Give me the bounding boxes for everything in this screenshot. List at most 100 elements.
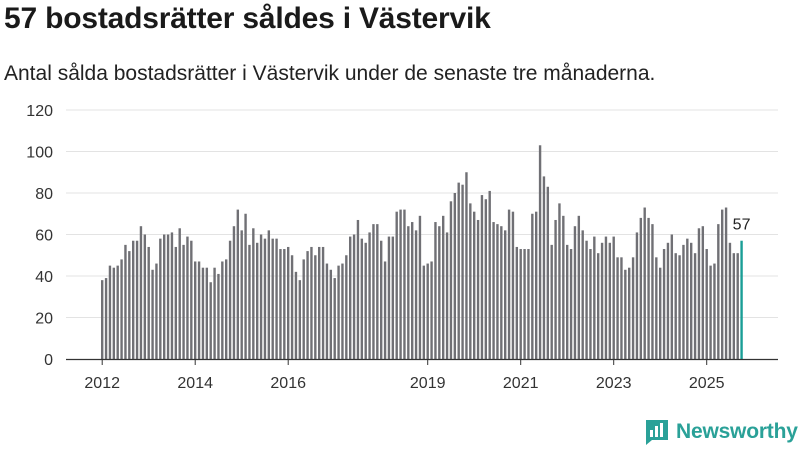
- bar: [535, 211, 538, 359]
- bar: [519, 249, 522, 359]
- x-tick-label: 2019: [410, 375, 446, 392]
- bar: [391, 236, 395, 359]
- bar: [492, 222, 495, 359]
- y-tick-label: 20: [35, 311, 53, 328]
- bar: [128, 251, 131, 359]
- bar: [279, 249, 282, 359]
- bar: [298, 280, 302, 359]
- bar: [670, 234, 674, 359]
- bar: [612, 236, 615, 359]
- bar: [449, 201, 453, 359]
- bar: [306, 251, 309, 359]
- bar: [620, 257, 623, 359]
- bar: [294, 271, 298, 359]
- bar: [318, 246, 321, 359]
- bar: [546, 186, 550, 359]
- bar: [178, 228, 181, 359]
- y-axis-ticks: 0 20 40 60 80 100 120: [26, 103, 53, 369]
- bar: [321, 246, 325, 359]
- bar: [387, 236, 391, 359]
- bar: [488, 190, 491, 359]
- x-tick-label: 2021: [503, 375, 539, 392]
- bar: [659, 267, 662, 359]
- x-tick-label: 2014: [177, 375, 213, 392]
- bar: [341, 263, 344, 359]
- bar-highlight: [740, 240, 743, 359]
- bar: [430, 261, 433, 359]
- bar: [693, 253, 697, 359]
- bar: [717, 224, 720, 359]
- bar: [651, 224, 654, 359]
- bar: [333, 278, 336, 359]
- bar: [643, 207, 646, 359]
- bar: [132, 240, 135, 359]
- bar: [209, 282, 212, 359]
- bar: [573, 226, 577, 359]
- bar: [585, 240, 588, 359]
- brand-logo: Newsworthy: [644, 418, 798, 446]
- bar: [736, 253, 739, 359]
- bar: [608, 242, 612, 359]
- bar: [352, 234, 356, 359]
- bar: [414, 230, 418, 359]
- bar: [329, 269, 333, 359]
- x-tick-label: 2025: [689, 375, 725, 392]
- bar: [217, 273, 220, 359]
- bar: [259, 234, 263, 359]
- bar: [682, 244, 685, 359]
- bar: [624, 269, 627, 359]
- bar: [155, 263, 158, 359]
- bar: [469, 203, 472, 359]
- y-tick-label: 0: [44, 352, 53, 369]
- bar: [197, 261, 201, 359]
- bar: [368, 232, 371, 359]
- bar: [221, 261, 224, 359]
- bar: [271, 238, 274, 359]
- bar: [593, 236, 596, 359]
- bar: [376, 224, 379, 359]
- bar: [647, 217, 650, 359]
- bar: [302, 259, 305, 359]
- bar: [523, 249, 526, 359]
- bar: [337, 265, 340, 359]
- y-tick-label: 40: [35, 269, 53, 286]
- bar: [159, 238, 162, 359]
- bar: [143, 234, 147, 359]
- bar: [635, 232, 639, 359]
- bar: [496, 224, 499, 359]
- bar: [364, 242, 367, 359]
- bar: [228, 240, 232, 359]
- y-tick-label: 60: [35, 228, 53, 245]
- x-axis-ticks: 2012 2014 2016 2019 2021 2023 2025: [84, 359, 725, 392]
- bar: [201, 267, 205, 359]
- bar: [484, 199, 488, 359]
- bar: [678, 255, 681, 359]
- bar: [422, 265, 426, 359]
- bar: [403, 209, 406, 359]
- bar: [631, 257, 635, 359]
- y-tick-label: 80: [35, 186, 53, 203]
- bar: [674, 253, 677, 359]
- bar: [356, 219, 360, 359]
- bar: [538, 145, 542, 359]
- bar: [604, 236, 608, 359]
- bar: [310, 246, 313, 359]
- bar: [724, 207, 728, 359]
- bar: [426, 263, 429, 359]
- bar: [616, 257, 619, 359]
- bar: [662, 249, 666, 359]
- bar: [639, 217, 643, 359]
- bar: [186, 236, 189, 359]
- bar: [457, 182, 460, 359]
- bar: [411, 222, 414, 359]
- bar: [504, 230, 507, 359]
- bar: [120, 259, 123, 359]
- bar: [395, 211, 398, 359]
- bar: [407, 226, 410, 359]
- bar: [349, 236, 352, 359]
- bar: [666, 242, 670, 359]
- bar: [190, 240, 193, 359]
- bar: [473, 211, 476, 359]
- bar: [399, 209, 402, 359]
- bar: [453, 193, 457, 359]
